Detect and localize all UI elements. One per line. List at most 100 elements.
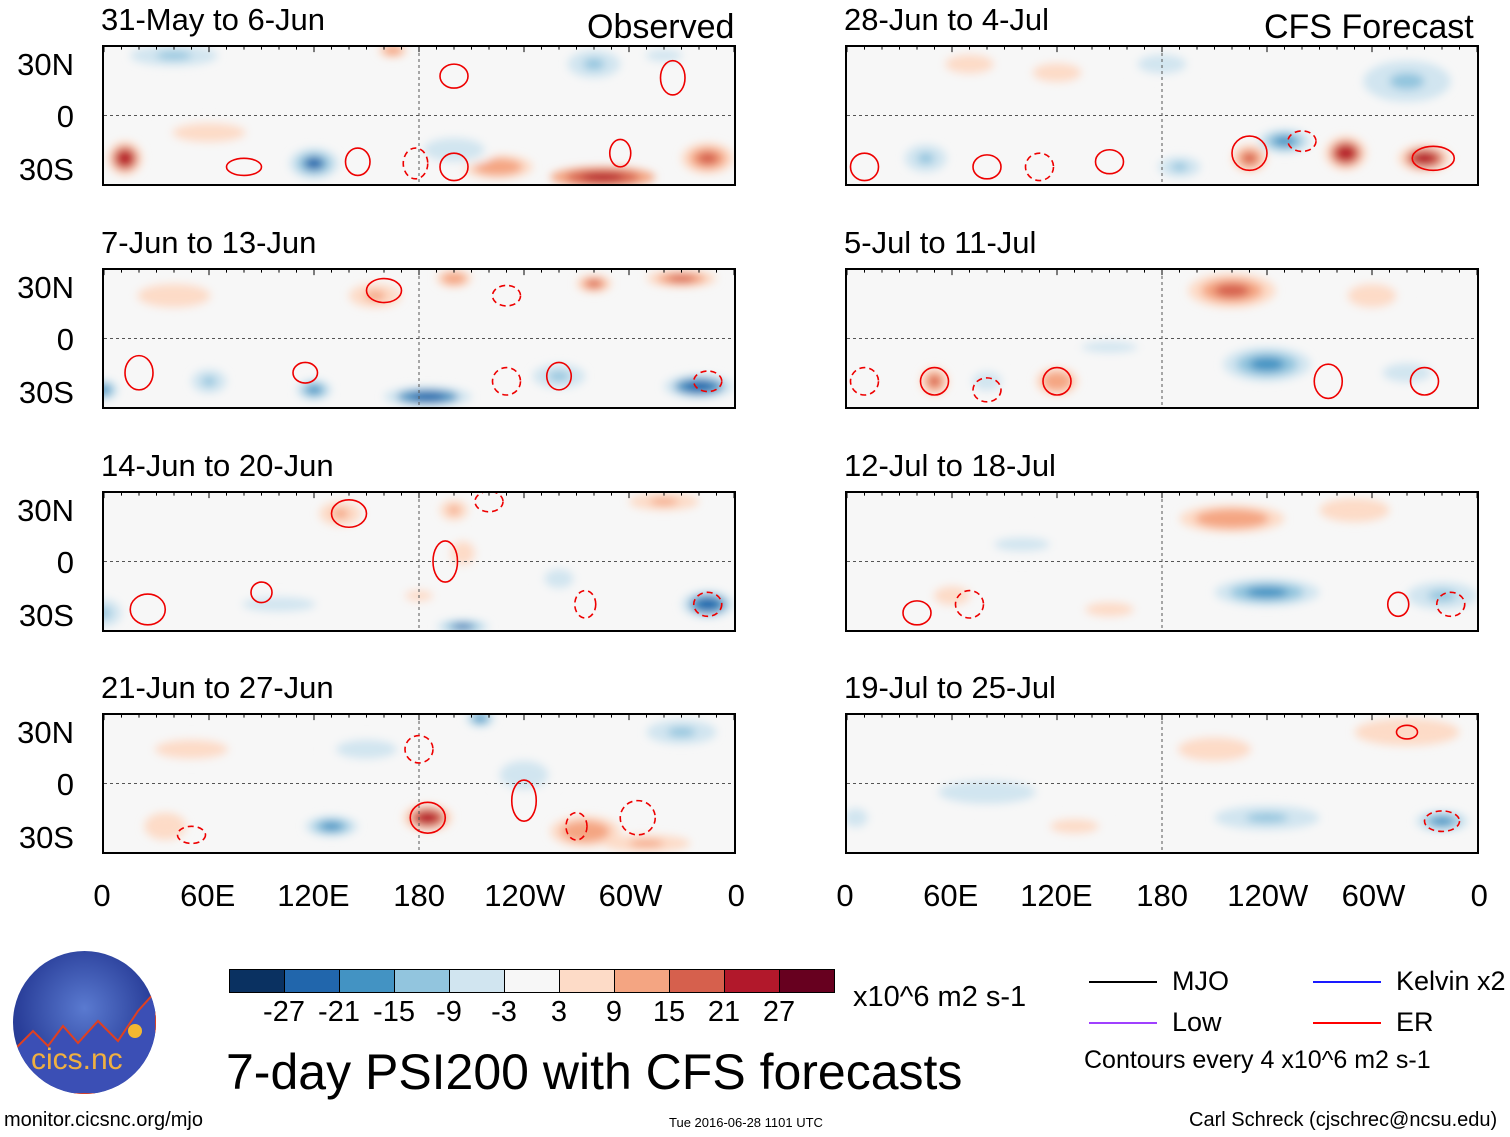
panel-title: 21-Jun to 27-Jun (101, 670, 334, 705)
anomaly-blob (550, 573, 568, 585)
er-contour (620, 801, 655, 835)
anomaly-blob (436, 142, 472, 157)
anomaly-blob (452, 623, 474, 630)
er-contour (1288, 131, 1316, 152)
panel-title: 7-Jun to 13-Jun (101, 225, 317, 260)
anomaly-blob (1249, 357, 1285, 372)
anomaly-blob (118, 151, 132, 166)
lat-label: 30S (18, 598, 74, 633)
anomaly-blob (1193, 742, 1236, 757)
units-label: x10^6 m2 s-1 (853, 981, 1027, 1013)
er-contour (566, 813, 587, 840)
legend-line-kelvin (1313, 981, 1381, 983)
er-contour (346, 148, 371, 175)
er-contour (973, 155, 1001, 179)
er-contour (1397, 725, 1418, 739)
anomaly-blob (188, 127, 230, 139)
lat-label: 0 (56, 322, 74, 357)
lat-label: 30N (17, 715, 74, 750)
map-panel (102, 713, 736, 854)
footer-url[interactable]: monitor.cicsnc.org/mjo (4, 1109, 203, 1131)
lon-label: 0 (836, 878, 854, 913)
anomaly-blob (1242, 152, 1257, 164)
anomaly-blob (410, 392, 446, 401)
er-contour (440, 153, 468, 180)
lon-label: 0 (1470, 878, 1488, 913)
colorbar-label: 3 (550, 996, 568, 1028)
lon-label: 60E (180, 878, 236, 913)
er-contour (493, 368, 521, 395)
er-contour (493, 285, 521, 306)
er-contour (293, 362, 318, 383)
lon-label: 120E (277, 878, 350, 913)
er-contour (440, 64, 468, 88)
panel-title: 19-Jul to 25-Jul (844, 670, 1056, 705)
colorbar-swatch (725, 970, 780, 992)
anomaly-blob (1171, 162, 1188, 171)
er-contour (332, 500, 367, 527)
colorbar-label: 9 (605, 996, 623, 1028)
anomaly-blob (583, 58, 605, 70)
anomaly-blob (685, 381, 713, 392)
footer-author: Carl Schreck (cjschrec@ncsu.edu) (1189, 1109, 1498, 1131)
er-contour (1232, 136, 1267, 170)
anomaly-blob (1060, 822, 1089, 831)
legend-label: ER (1396, 1007, 1434, 1037)
anomaly-blob (510, 766, 538, 784)
colorbar-swatch (230, 970, 285, 992)
er-contour (130, 594, 165, 625)
er-contour (694, 371, 722, 392)
anomaly-blob (447, 275, 461, 282)
er-contour (694, 592, 722, 616)
map-panel (102, 45, 736, 186)
panel-title: 31-May to 6-Jun (101, 2, 325, 37)
anomaly-blob (548, 371, 570, 381)
anomaly-blob (202, 376, 216, 387)
colorbar-swatch (505, 970, 560, 992)
colorbar-swatch (395, 970, 450, 992)
er-contour (921, 368, 949, 395)
anomaly-blob (170, 743, 213, 755)
map-panel (102, 491, 736, 632)
anomaly-blob (387, 47, 399, 54)
observed-label: Observed (587, 8, 735, 46)
er-contour (1043, 368, 1071, 395)
er-contour (1388, 592, 1409, 616)
anomaly-blob (653, 52, 675, 59)
contour-note: Contours every 4 x10^6 m2 s-1 (1084, 1046, 1431, 1074)
logo-text: cics.nc (31, 1043, 123, 1076)
lon-label: 60W (598, 878, 663, 913)
er-contour (1096, 150, 1124, 174)
anomaly-blob (304, 157, 324, 170)
anomaly-blob (1211, 513, 1253, 525)
anomaly-blob (1414, 152, 1435, 164)
anomaly-blob (258, 600, 300, 609)
panel-title: 5-Jul to 11-Jul (844, 225, 1037, 260)
er-contour (610, 139, 631, 166)
anomaly-blob (629, 840, 664, 847)
anomaly-blob (104, 607, 111, 619)
er-contour (433, 541, 458, 582)
legend-label: Kelvin x2 (1396, 966, 1506, 996)
legend-line-low (1089, 1022, 1157, 1024)
anomaly-blob (1043, 67, 1071, 79)
lat-label: 0 (56, 767, 74, 802)
anomaly-blob (483, 162, 512, 172)
er-contour (1437, 592, 1465, 616)
lat-label: 30S (18, 375, 74, 410)
map-panel (102, 268, 736, 409)
lat-label: 30N (17, 270, 74, 305)
er-contour (251, 582, 272, 603)
panel-title: 14-Jun to 20-Jun (101, 448, 334, 483)
anomaly-blob (917, 152, 935, 164)
legend-line-mjo (1089, 981, 1157, 983)
anomaly-blob (1340, 505, 1369, 515)
er-contour (512, 780, 537, 821)
anomaly-blob (1048, 375, 1066, 387)
er-contour (851, 153, 879, 180)
anomaly-blob (955, 58, 984, 70)
anomaly-blob (321, 822, 342, 831)
lon-label: 0 (93, 878, 111, 913)
er-contour (1314, 364, 1342, 398)
anomaly-blob (1095, 605, 1124, 614)
